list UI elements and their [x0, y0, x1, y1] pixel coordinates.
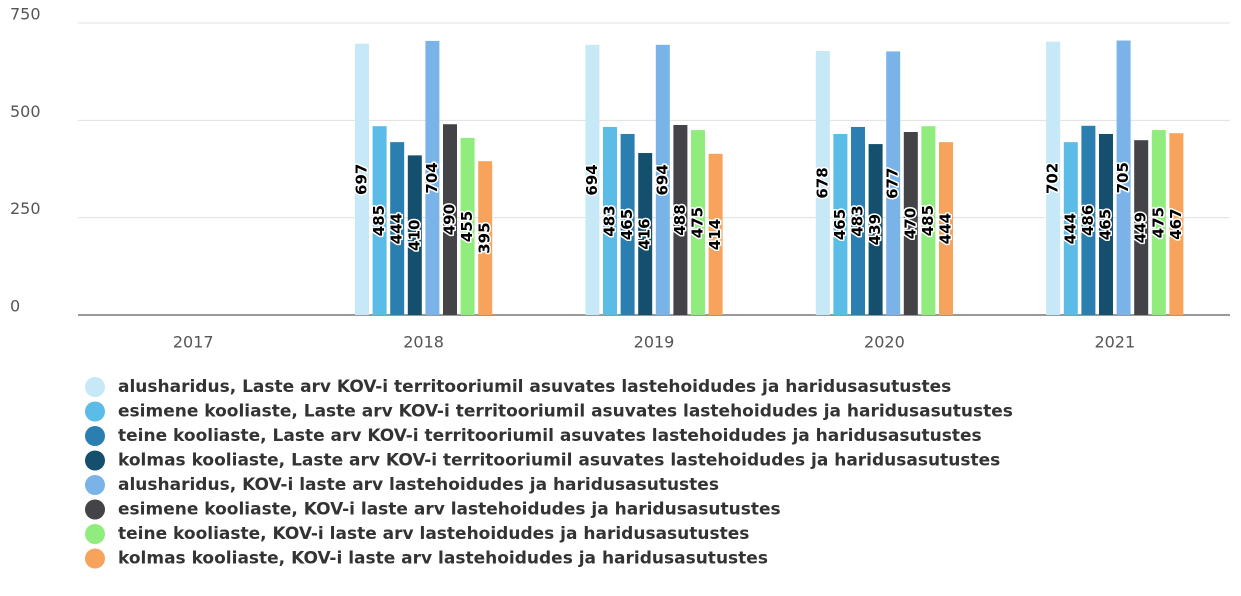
data-label: 485: [370, 205, 388, 236]
bar: [655, 44, 670, 315]
x-tick-label: 2019: [634, 333, 675, 352]
data-label: 465: [1097, 209, 1115, 240]
bar: [1151, 130, 1166, 315]
data-label: 416: [636, 218, 654, 249]
bar: [851, 126, 865, 316]
legend-marker: [85, 475, 105, 495]
x-tick-label: 2018: [403, 333, 444, 352]
bar: [620, 133, 635, 315]
bar: [1169, 133, 1184, 315]
legend-marker: [85, 524, 105, 544]
bar: [1116, 40, 1131, 316]
bar: [868, 144, 883, 315]
legend-label: alusharidus, KOV-i laste arv lastehoidud…: [118, 475, 719, 495]
bar: [372, 126, 387, 315]
legend-label: alusharidus, Laste arv KOV-i territooriu…: [118, 377, 951, 397]
data-label: 410: [405, 220, 423, 251]
data-label: 488: [671, 204, 689, 235]
bar: [1134, 140, 1149, 315]
y-tick-label: 750: [10, 5, 41, 24]
legend-label: teine kooliaste, KOV-i laste arv lasteho…: [118, 524, 749, 544]
data-label: 490: [441, 204, 459, 235]
bar: [833, 133, 848, 315]
bar: [921, 126, 936, 315]
data-label: 475: [1149, 207, 1167, 238]
data-label: 467: [1167, 208, 1185, 239]
bar: [903, 132, 918, 315]
x-tick-label: 2020: [864, 333, 905, 352]
data-label: 702: [1044, 163, 1062, 194]
bar: [390, 142, 405, 315]
data-label: 444: [1061, 213, 1079, 244]
legend-marker: [85, 548, 105, 569]
legend-label: teine kooliaste, Laste arv KOV-i territo…: [118, 426, 982, 446]
bar: [1099, 133, 1113, 315]
bar: [443, 124, 457, 315]
data-label: 704: [423, 162, 441, 193]
data-label: 697: [353, 164, 371, 195]
bar: [478, 161, 493, 315]
data-label: 485: [919, 205, 937, 236]
bar: [1063, 142, 1078, 315]
legend-marker: [85, 450, 105, 471]
bar: [425, 40, 440, 315]
bar: [691, 130, 705, 315]
legend-label: esimene kooliaste, Laste arv KOV-i terri…: [118, 402, 1013, 422]
bar: [638, 153, 653, 315]
data-label: 694: [583, 164, 601, 195]
bar: [886, 51, 901, 316]
data-label: 455: [458, 211, 476, 242]
data-label: 483: [849, 205, 867, 236]
data-label: 705: [1114, 162, 1132, 193]
data-label: 465: [831, 209, 849, 240]
bar: [673, 125, 688, 315]
data-label: 470: [901, 208, 919, 239]
data-label: 483: [601, 205, 619, 236]
data-label: 677: [884, 168, 902, 199]
bar: [407, 155, 422, 315]
data-label: 444: [388, 213, 406, 244]
data-label: 475: [689, 207, 707, 238]
legend-label: kolmas kooliaste, Laste arv KOV-i territ…: [118, 451, 1000, 471]
data-label: 486: [1079, 205, 1097, 236]
bar: [460, 137, 475, 315]
bar: [585, 44, 600, 315]
bar: [355, 43, 369, 315]
bar: [1081, 125, 1096, 315]
data-label: 444: [937, 213, 955, 244]
bar: [708, 153, 723, 315]
legend-marker: [85, 499, 105, 520]
data-label: 694: [653, 164, 671, 195]
bar: [815, 51, 830, 315]
legend-label: kolmas kooliaste, KOV-i laste arv lasteh…: [118, 549, 768, 569]
x-tick-label: 2021: [1094, 333, 1135, 352]
bar: [1046, 41, 1061, 316]
legend-marker: [85, 377, 105, 397]
data-label: 414: [706, 219, 724, 250]
y-tick-label: 250: [10, 199, 41, 218]
data-label: 439: [866, 214, 884, 245]
data-label: 395: [476, 222, 494, 253]
bar: [939, 142, 953, 315]
data-label: 465: [618, 209, 636, 240]
data-label: 449: [1132, 212, 1150, 243]
legend-marker: [85, 426, 105, 446]
y-tick-label: 0: [10, 297, 20, 316]
x-tick-label: 2017: [173, 333, 214, 352]
legend-label: esimene kooliaste, KOV-i laste arv laste…: [118, 500, 781, 520]
legend-marker: [85, 401, 105, 422]
data-label: 678: [813, 167, 831, 198]
y-tick-label: 500: [10, 102, 41, 121]
bar: [603, 126, 617, 316]
